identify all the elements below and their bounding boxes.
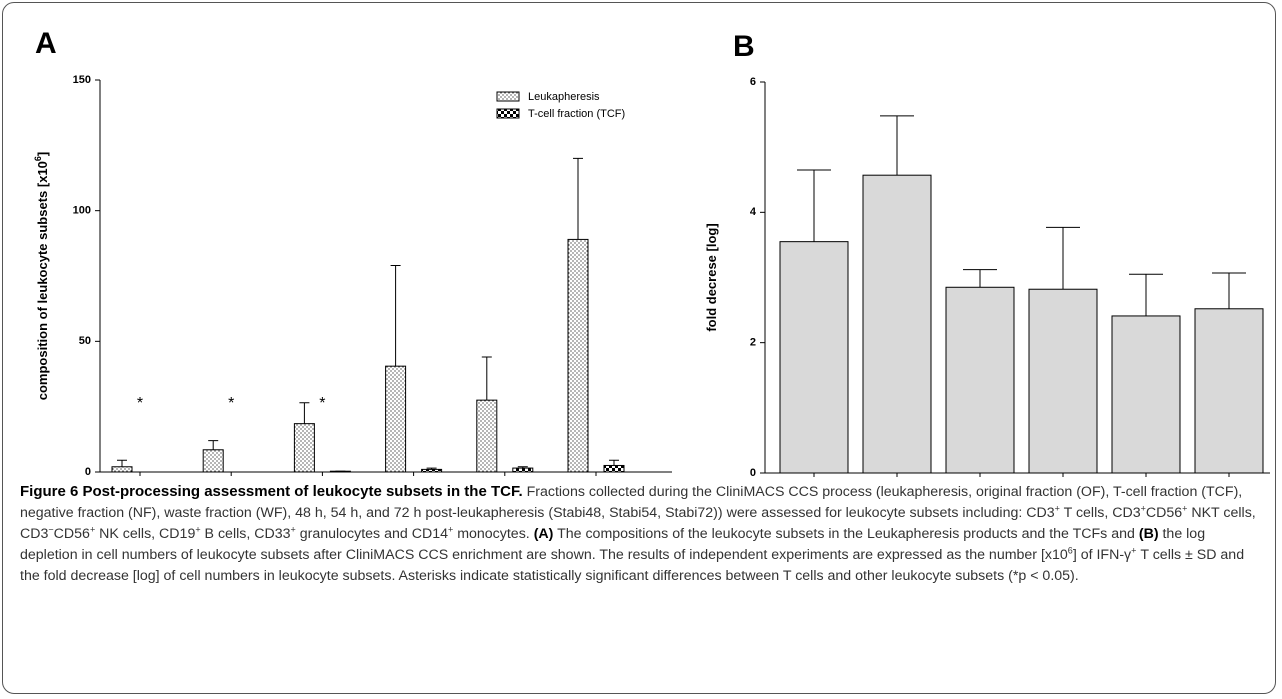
legend-label: T-cell fraction (TCF) bbox=[528, 108, 625, 120]
caption-text: B cells, CD33 bbox=[200, 526, 291, 542]
y-tick-label: 100 bbox=[73, 205, 91, 217]
y-tick-label: 50 bbox=[79, 335, 91, 347]
caption-text: granulocytes and CD14 bbox=[295, 526, 448, 542]
x-tick-label: B cells bbox=[962, 479, 999, 480]
caption-text: + bbox=[195, 524, 201, 535]
y-tick-label: 0 bbox=[750, 467, 756, 479]
y-tick-label: 4 bbox=[750, 206, 757, 218]
bar bbox=[567, 238, 589, 473]
caption-text: T cells ± SD and the fold decrease [log]… bbox=[20, 547, 1245, 584]
caption-text: + bbox=[1140, 503, 1146, 514]
legend-label: Leukapheresis bbox=[528, 91, 600, 103]
bar bbox=[945, 286, 1015, 474]
caption-text: Fractions collected during the CliniMACS… bbox=[20, 484, 1243, 521]
caption-text: The compositions of the leukocyte subset… bbox=[553, 526, 1139, 542]
error-bar bbox=[1046, 226, 1080, 290]
bar bbox=[476, 399, 498, 473]
x-tick-label: NKT cells bbox=[113, 478, 166, 480]
bar bbox=[421, 468, 443, 473]
x-tick-label: T cells bbox=[1211, 479, 1247, 480]
caption-text: 6 bbox=[1067, 545, 1073, 556]
caption-title: Figure 6 Post-processing assessment of l… bbox=[20, 483, 523, 500]
x-tick-label: B cells bbox=[304, 478, 341, 480]
error-bar bbox=[797, 169, 831, 242]
caption-text: + bbox=[447, 524, 454, 535]
annotation: * bbox=[228, 395, 234, 412]
caption-text: CD56 bbox=[1145, 505, 1183, 521]
x-tick-label: NKT cells bbox=[787, 479, 840, 480]
y-tick-label: 150 bbox=[73, 74, 91, 86]
y-axis-label-part: composition of leukocyte subsets [x10 bbox=[35, 161, 50, 400]
caption-text: ] of IFN-γ bbox=[1072, 547, 1132, 563]
y-axis-label-part: fold decrese [log] bbox=[704, 223, 719, 331]
caption-text: + bbox=[290, 524, 296, 535]
annotation: * bbox=[137, 395, 143, 412]
bar bbox=[1194, 308, 1264, 474]
error-bar bbox=[117, 459, 127, 467]
annotation: * bbox=[319, 395, 325, 412]
error-bar bbox=[426, 467, 437, 470]
x-tick-label: Granulocytes bbox=[377, 478, 451, 480]
error-bar bbox=[1212, 272, 1246, 309]
bar bbox=[293, 423, 315, 473]
y-tick-label: 2 bbox=[750, 337, 756, 349]
caption-text: − bbox=[48, 524, 54, 535]
x-tick-label: Monocytes bbox=[1116, 479, 1176, 480]
bar bbox=[862, 174, 932, 474]
y-axis-label-part: 6 bbox=[33, 156, 43, 161]
caption: Figure 6 Post-processing assessment of l… bbox=[20, 481, 1265, 587]
caption-text: + bbox=[89, 524, 96, 535]
error-bar bbox=[299, 402, 310, 424]
error-bar bbox=[573, 157, 583, 240]
error-bar bbox=[963, 269, 997, 288]
error-bar bbox=[208, 440, 219, 450]
legend-swatch bbox=[496, 108, 520, 119]
x-tick-label: Monocytes bbox=[475, 478, 535, 480]
y-tick-label: 0 bbox=[85, 466, 91, 478]
caption-text: NKT cells, CD3 bbox=[20, 505, 1256, 542]
error-bar bbox=[517, 466, 528, 469]
bar bbox=[385, 365, 407, 473]
error-bar bbox=[390, 265, 401, 367]
y-axis-label-part: ] bbox=[35, 152, 50, 156]
y-tick-label: 6 bbox=[750, 76, 756, 88]
caption-text: (A) bbox=[533, 526, 554, 542]
legend-swatch bbox=[496, 91, 520, 102]
caption-text: the log depletion in cell numbers of leu… bbox=[20, 526, 1206, 563]
panel-label: B bbox=[733, 30, 755, 63]
caption-text: monocytes. bbox=[453, 526, 534, 542]
caption-text: (B) bbox=[1138, 526, 1159, 542]
caption-text: T cells, CD3 bbox=[1059, 505, 1141, 521]
caption-text: CD56 bbox=[53, 526, 90, 542]
bar bbox=[779, 241, 849, 474]
caption-text: + bbox=[1131, 545, 1137, 556]
caption-text: + bbox=[1182, 503, 1188, 514]
bar bbox=[512, 467, 534, 473]
x-tick-label: Granulocytes bbox=[1026, 479, 1100, 480]
y-axis-label: fold decrese [log] bbox=[704, 223, 719, 331]
error-bar bbox=[481, 356, 492, 401]
bar bbox=[111, 466, 133, 473]
caption-text: NK cells, CD19 bbox=[95, 526, 196, 542]
x-tick-label: NK cells bbox=[208, 478, 254, 480]
bar bbox=[1111, 315, 1181, 474]
error-bar bbox=[1129, 273, 1163, 316]
caption-text: + bbox=[1054, 503, 1060, 514]
bar bbox=[1028, 288, 1098, 474]
panel-label: A bbox=[35, 27, 57, 60]
bar bbox=[202, 449, 224, 473]
error-bar bbox=[609, 459, 619, 466]
error-bar bbox=[880, 115, 914, 176]
bar bbox=[603, 464, 625, 473]
x-tick-label: T cells bbox=[578, 478, 614, 480]
x-tick-label: NK cells bbox=[874, 479, 920, 480]
y-axis-label: composition of leukocyte subsets [x106] bbox=[33, 152, 50, 400]
